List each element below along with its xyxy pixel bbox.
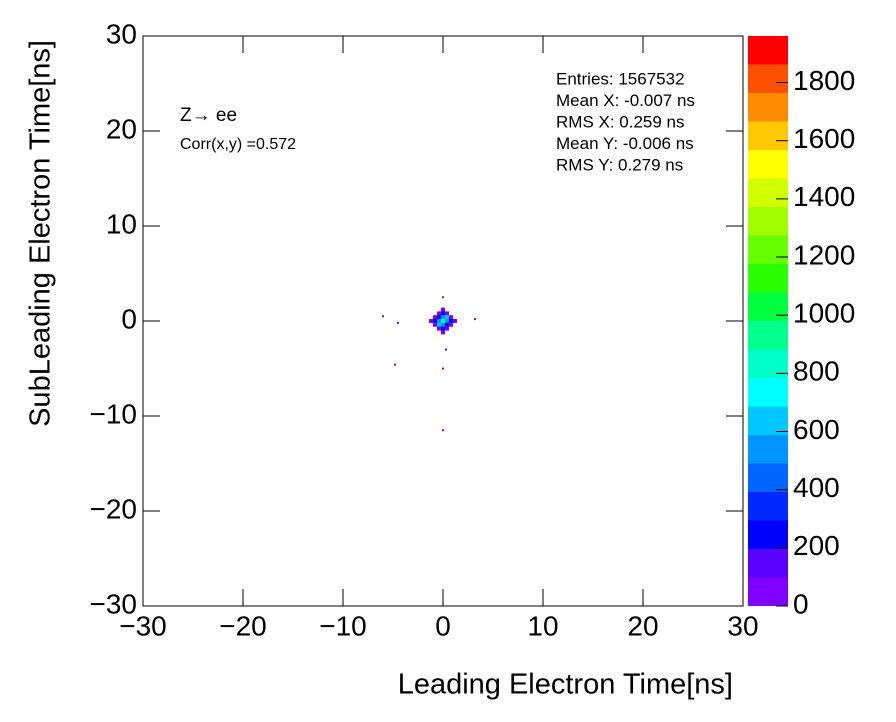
x-axis-label: Leading Electron Time[ns] <box>398 669 733 701</box>
heatmap-cell <box>445 326 449 331</box>
z-tick-label: 1600 <box>793 123 855 154</box>
color-band <box>748 406 788 435</box>
annotation: Z→ ee <box>180 105 237 126</box>
heatmap-cell <box>441 311 445 316</box>
heatmap-cell <box>449 319 453 323</box>
heatmap-cell <box>433 319 437 323</box>
heatmap-cell <box>441 307 445 312</box>
z-tick-label: 1200 <box>793 239 855 270</box>
color-band <box>748 463 788 492</box>
y-axis-label: SubLeading Electron Time[ns] <box>25 40 57 427</box>
heatmap-cell <box>441 322 445 327</box>
heatmap-cell <box>442 429 444 432</box>
heatmap-cell <box>382 315 384 318</box>
heatmap-cell <box>445 311 449 316</box>
z-tick-label: 1400 <box>793 181 855 212</box>
x-tick-label: −20 <box>219 610 267 641</box>
color-band <box>748 321 788 350</box>
stats-line: RMS Y: 0.279 ns <box>556 155 683 174</box>
color-band <box>748 235 788 264</box>
z-tick-label: 1800 <box>793 65 855 96</box>
heatmap-cell <box>437 326 441 331</box>
heatmap-cell <box>445 322 449 327</box>
heatmap-cell <box>442 367 444 370</box>
color-band <box>748 520 788 549</box>
heatmap-cell <box>429 319 433 323</box>
heatmap-cell <box>441 326 445 331</box>
annotation: Corr(x,y) =0.572 <box>180 136 296 153</box>
color-band <box>748 378 788 407</box>
y-tick-label: −30 <box>90 588 138 619</box>
x-tick-label: 20 <box>627 610 658 641</box>
z-tick-label: 1000 <box>793 298 855 329</box>
stats-line: RMS X: 0.259 ns <box>556 112 685 131</box>
z-tick-label: 800 <box>793 356 840 387</box>
y-tick-label: 30 <box>106 18 137 49</box>
x-tick-label: −10 <box>319 610 367 641</box>
heatmap-cell <box>441 319 445 323</box>
y-tick-label: −20 <box>90 493 138 524</box>
heatmap-cell <box>445 348 447 351</box>
heatmap-cell <box>445 319 449 323</box>
heatmap-cell <box>453 319 457 323</box>
heatmap-cell <box>397 321 399 324</box>
heatmap-cell <box>474 318 476 321</box>
stats-line: Mean Y: -0.006 ns <box>556 134 694 153</box>
y-tick-label: −10 <box>90 398 138 429</box>
heatmap-cell <box>433 315 437 320</box>
color-band <box>748 93 788 122</box>
heatmap-cell <box>441 330 445 335</box>
heatmap-cell <box>433 322 437 327</box>
x-tick-label: −30 <box>119 610 167 641</box>
color-band <box>748 435 788 464</box>
color-band <box>748 150 788 179</box>
z-tick-label: 400 <box>793 472 840 503</box>
heatmap-cell <box>437 319 441 323</box>
color-band <box>748 178 788 207</box>
color-band <box>748 207 788 236</box>
color-band <box>748 64 788 93</box>
color-band <box>748 36 788 65</box>
y-tick-label: 10 <box>106 208 137 239</box>
heatmap-cell <box>437 311 441 316</box>
z-tick-label: 0 <box>793 588 809 619</box>
y-tick-label: 20 <box>106 113 137 144</box>
color-band <box>748 492 788 521</box>
z-tick-label: 600 <box>793 414 840 445</box>
x-tick-label: 30 <box>727 610 758 641</box>
color-band <box>748 549 788 578</box>
color-band <box>748 121 788 150</box>
heatmap-cell <box>449 315 453 320</box>
stats-line: Mean X: -0.007 ns <box>556 91 695 110</box>
heatmap-cell <box>437 315 441 320</box>
heatmap-cell <box>445 315 449 320</box>
x-tick-label: 10 <box>527 610 558 641</box>
color-band <box>748 264 788 293</box>
heatmap-cell <box>437 322 441 327</box>
color-band <box>748 292 788 321</box>
x-tick-label: 0 <box>435 610 451 641</box>
heatmap-cell <box>449 322 453 327</box>
heatmap-cell <box>394 363 396 366</box>
z-tick-label: 200 <box>793 530 840 561</box>
color-band <box>748 577 788 606</box>
y-tick-label: 0 <box>121 303 137 334</box>
heatmap-cell <box>441 315 445 320</box>
stats-line: Entries: 1567532 <box>556 69 685 88</box>
heatmap-cell <box>442 296 444 299</box>
